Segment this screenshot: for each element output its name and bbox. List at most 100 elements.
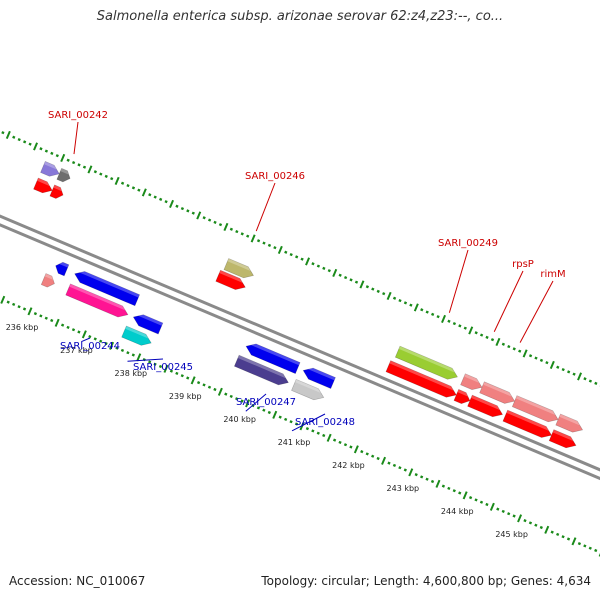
rail-tick — [196, 211, 202, 220]
gene-feature[interactable] — [453, 389, 471, 404]
gene-arrow[interactable] — [385, 360, 457, 398]
gene-arrow[interactable] — [49, 184, 64, 199]
gene-arrow[interactable] — [121, 325, 152, 346]
accession-text: Accession: NC_010067 — [9, 574, 146, 588]
rail-tick — [392, 463, 397, 468]
rail-tick — [267, 243, 272, 247]
gene-feature[interactable] — [511, 395, 559, 423]
gene-arrow-highlight — [398, 346, 455, 373]
gene-feature[interactable] — [291, 378, 325, 401]
rail-tick — [376, 456, 380, 461]
rail-tick — [365, 285, 369, 289]
gene-feature[interactable] — [40, 273, 55, 288]
gene-feature[interactable] — [394, 345, 458, 380]
gene-arrow[interactable] — [502, 409, 552, 438]
gene-feature[interactable] — [55, 261, 70, 277]
rail-tick — [458, 491, 462, 495]
gene-feature[interactable] — [33, 177, 53, 194]
gene-feature[interactable] — [479, 381, 516, 404]
gene-arrow[interactable] — [302, 367, 336, 389]
gene-feature[interactable] — [40, 161, 60, 177]
rail-tick — [27, 307, 33, 316]
rail-tick — [44, 316, 48, 320]
gene-arrow[interactable] — [460, 373, 483, 390]
gene-arrow[interactable] — [223, 258, 254, 279]
gene-arrow[interactable] — [65, 283, 129, 318]
scale-tick-label: 239 kbp — [169, 392, 202, 401]
gene-feature[interactable] — [215, 269, 246, 290]
rail-tick — [365, 452, 369, 456]
gene-arrow[interactable] — [548, 429, 577, 449]
rail-tick — [180, 206, 185, 211]
rail-tick — [507, 512, 511, 516]
rail-tick — [485, 335, 489, 339]
gene-arrow[interactable] — [132, 314, 164, 335]
gene-arrow[interactable] — [555, 413, 584, 433]
rail-tick — [386, 291, 392, 301]
gene-feature[interactable] — [502, 409, 552, 438]
rail-tick — [148, 360, 152, 364]
rail-tick — [452, 489, 456, 493]
gene-feature[interactable] — [302, 367, 336, 389]
rail-tick — [305, 427, 310, 431]
gene-arrow[interactable] — [291, 378, 325, 401]
gene-arrow[interactable] — [215, 269, 246, 290]
gene-arrow[interactable] — [40, 273, 55, 288]
rail-tick — [474, 331, 478, 335]
rail-tick — [523, 519, 527, 523]
gene-label: SARI_00244 — [60, 337, 120, 352]
rail-tick — [88, 335, 92, 339]
scale-tick-label: 243 kbp — [387, 484, 420, 493]
gene-arrow[interactable] — [40, 161, 60, 177]
gene-feature[interactable] — [548, 429, 577, 449]
rail-tick — [218, 223, 223, 227]
rail-tick — [376, 289, 380, 293]
rail-tick — [594, 548, 598, 553]
rail-tick — [413, 303, 419, 312]
rail-tick — [17, 305, 21, 309]
gene-arrow[interactable] — [453, 389, 471, 404]
gene-arrow[interactable] — [233, 354, 289, 386]
gene-feature[interactable] — [385, 360, 457, 398]
gene-arrow[interactable] — [55, 261, 70, 277]
rail-tick — [549, 360, 555, 370]
gene-arrow-highlight — [53, 184, 62, 192]
gene-label-leader — [255, 182, 276, 232]
rail-tick — [327, 269, 331, 273]
gene-arrow[interactable] — [56, 167, 71, 183]
gene-feature[interactable] — [223, 258, 254, 279]
gene-arrow[interactable] — [33, 177, 53, 194]
gene-arrow[interactable] — [479, 381, 516, 404]
gene-label-leader — [519, 280, 554, 343]
gene-feature[interactable] — [245, 343, 301, 374]
rail-tick — [381, 456, 387, 465]
rail-tick — [1, 131, 5, 135]
gene-feature[interactable] — [555, 413, 584, 433]
gene-arrow-highlight — [559, 414, 580, 426]
gene-arrow-highlight — [37, 178, 50, 187]
gene-feature[interactable] — [233, 354, 289, 386]
rail-tick — [349, 445, 353, 449]
gene-feature[interactable] — [65, 283, 129, 318]
gene-arrow-highlight — [251, 343, 301, 366]
gene-arrow[interactable] — [74, 271, 140, 307]
rail-tick — [256, 239, 261, 243]
rail-tick — [556, 365, 560, 369]
gene-feature[interactable] — [467, 394, 504, 418]
gene-label: rimM — [519, 269, 566, 343]
gene-feature[interactable] — [121, 325, 152, 346]
gene-arrow[interactable] — [245, 343, 301, 374]
gene-feature[interactable] — [74, 271, 140, 307]
rail-tick — [512, 514, 516, 518]
gene-feature[interactable] — [49, 184, 64, 199]
rail-tick — [246, 234, 250, 238]
gene-arrow[interactable] — [467, 394, 504, 418]
gene-feature[interactable] — [132, 314, 164, 335]
gene-arrow[interactable] — [511, 395, 559, 423]
rail-tick — [479, 333, 484, 337]
gene-arrow[interactable] — [394, 345, 458, 380]
gene-feature[interactable] — [460, 373, 483, 390]
gene-feature[interactable] — [56, 167, 71, 183]
rail-tick — [343, 275, 348, 280]
rail-tick — [104, 174, 108, 178]
